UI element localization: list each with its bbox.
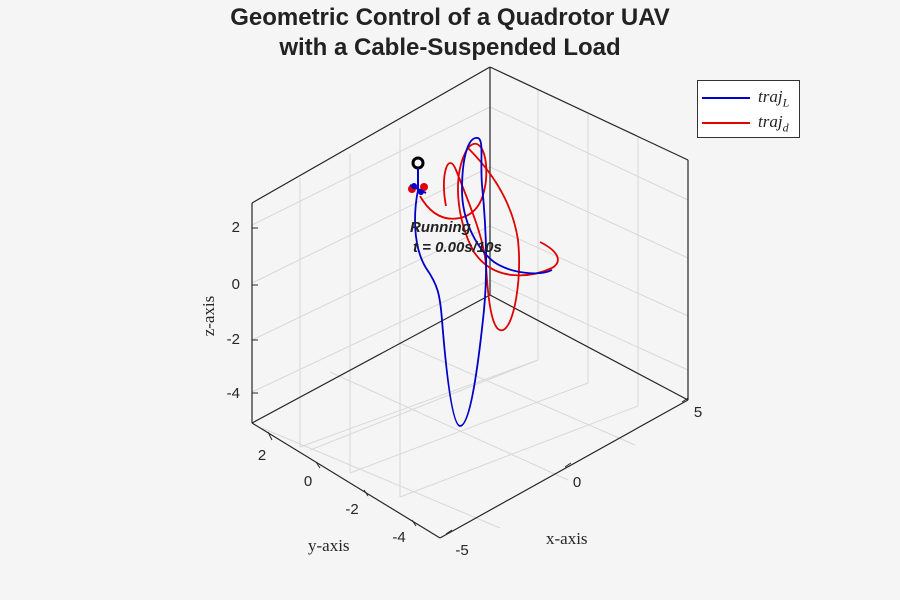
x-axis-label: x-axis (546, 529, 588, 548)
y-tick-label: 0 (304, 473, 312, 490)
axes-box (251, 66, 689, 539)
z-tick-label: 2 (232, 219, 240, 236)
x-tick-label: 0 (573, 474, 581, 491)
z-tick-label: -2 (227, 331, 240, 348)
z-axis-label: z-axis (199, 296, 218, 337)
legend-swatch (702, 97, 750, 99)
chart-title-line1: Geometric Control of a Quadrotor UAV (230, 4, 670, 31)
legend-label: trajd (758, 112, 789, 135)
status-annotation-line2: t = 0.00s/10s (413, 239, 502, 256)
legend: trajL trajd (697, 80, 800, 138)
status-annotation-line1: Running (410, 219, 471, 236)
traj-d-line (443, 147, 520, 331)
chart-title-line2: with a Cable-Suspended Load (279, 34, 621, 61)
grid-lines (251, 90, 689, 529)
tick-marks (252, 227, 689, 535)
z-tick-label: -4 (227, 385, 240, 402)
load-marker (411, 156, 425, 170)
traj-d-line (419, 142, 559, 277)
legend-label: trajL (758, 87, 790, 110)
x-tick-label: -5 (455, 542, 468, 559)
legend-item-traj-l: trajL (702, 87, 798, 109)
legend-swatch (702, 122, 750, 124)
quadrotor-icon (408, 183, 428, 195)
traj-l-line (414, 137, 553, 427)
y-tick-label: -4 (392, 529, 405, 546)
y-tick-label: -2 (345, 501, 358, 518)
y-axis-label: y-axis (308, 536, 350, 555)
x-tick-label: 5 (694, 404, 702, 421)
y-tick-label: 2 (258, 447, 266, 464)
z-tick-label: 0 (232, 276, 240, 293)
legend-item-traj-d: trajd (702, 112, 798, 134)
